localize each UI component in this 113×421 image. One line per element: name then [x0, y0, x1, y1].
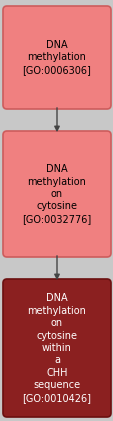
- FancyBboxPatch shape: [3, 6, 110, 109]
- Text: DNA
methylation
[GO:0006306]: DNA methylation [GO:0006306]: [22, 40, 91, 75]
- Text: DNA
methylation
on
cytosine
within
a
CHH
sequence
[GO:0010426]: DNA methylation on cytosine within a CHH…: [22, 293, 91, 402]
- FancyBboxPatch shape: [3, 131, 110, 257]
- Text: DNA
methylation
on
cytosine
[GO:0032776]: DNA methylation on cytosine [GO:0032776]: [22, 164, 91, 224]
- FancyBboxPatch shape: [3, 279, 110, 417]
